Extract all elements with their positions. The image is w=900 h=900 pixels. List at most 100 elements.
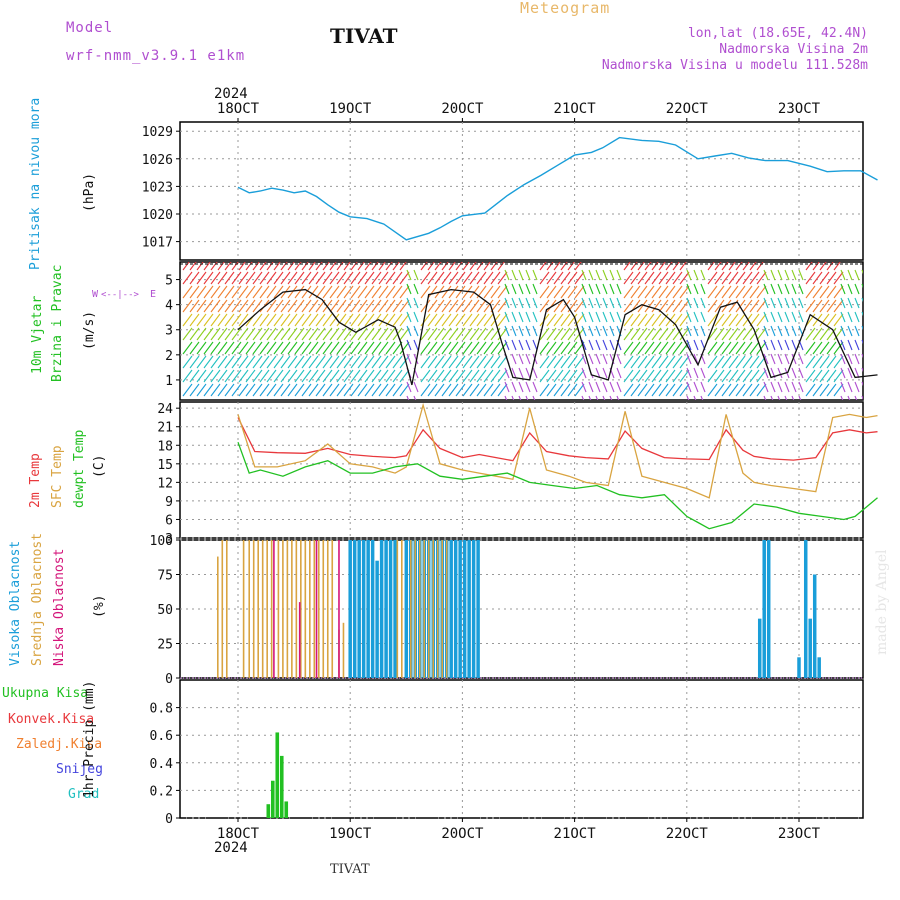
wind-barb	[602, 297, 608, 309]
meteogram-title: Meteogram	[520, 0, 611, 17]
wind-barb	[630, 355, 641, 369]
y-tick-label: 50	[157, 603, 173, 618]
wind-barb	[721, 271, 732, 285]
wind-barb	[749, 355, 760, 369]
wind-barb	[469, 341, 480, 355]
wind-barb	[420, 341, 431, 355]
wind-barb	[343, 383, 354, 397]
wind-barb	[812, 369, 823, 383]
wind-barb	[357, 285, 368, 299]
wind-speed-line	[237, 288, 878, 386]
wind-barb	[203, 383, 214, 397]
wind-barb	[434, 383, 445, 397]
model-elevation-text: Nadmorska Visina u modelu 111.528m	[601, 58, 868, 73]
wind-barb	[595, 381, 601, 393]
wind-barb	[777, 269, 783, 281]
wind-barb	[623, 299, 634, 313]
wind-barb	[819, 285, 830, 299]
wind-barb	[413, 283, 419, 295]
wind-barb	[287, 299, 298, 313]
wind-barb	[553, 383, 564, 397]
wind-barb	[210, 285, 221, 299]
wind-barb	[854, 381, 860, 393]
wind-barb	[238, 341, 249, 355]
wind-barb	[196, 355, 207, 369]
wind-barb	[252, 313, 263, 327]
wind-barb	[539, 383, 550, 397]
y-tick-label: 18	[157, 439, 173, 454]
wind-barb	[434, 262, 442, 271]
wind-barb	[756, 271, 767, 285]
wind-barb	[525, 325, 531, 337]
compass-w: W	[92, 289, 99, 300]
wind-barb	[378, 313, 389, 327]
wind-barb	[343, 341, 354, 355]
wind-barb	[434, 327, 445, 341]
y-tick-label: 0	[165, 672, 173, 687]
wind-barb	[511, 283, 517, 295]
wind-barb	[294, 313, 305, 327]
wind-barb	[679, 285, 690, 299]
wind-barb	[266, 327, 277, 341]
wind-barb	[434, 313, 445, 327]
wind-barb	[700, 395, 704, 400]
wind-barb	[539, 271, 550, 285]
wind-barb	[693, 395, 697, 400]
wind-barb	[189, 313, 200, 327]
wind-barb	[301, 369, 312, 383]
wind-barb	[203, 355, 214, 369]
wind-barb	[406, 381, 412, 393]
wind-barb	[658, 383, 669, 397]
wind-barb	[490, 285, 501, 299]
wind-barb	[560, 341, 571, 355]
wind-barb	[714, 341, 725, 355]
wind-barb	[735, 355, 746, 369]
wind-barb	[525, 353, 531, 365]
wind-barb	[245, 341, 256, 355]
wind-barb	[539, 369, 550, 383]
wind-barb	[861, 381, 863, 386]
wind-barb	[518, 381, 524, 393]
wind-barb	[763, 269, 769, 281]
wind-barb	[231, 355, 242, 369]
wind-barb	[791, 283, 797, 295]
wind-barb	[217, 383, 228, 397]
high-cloud-bar	[797, 657, 801, 678]
y-tick-label: 24	[157, 402, 173, 417]
wind-barb	[343, 299, 354, 313]
wind-barb	[448, 369, 459, 383]
wind-barb	[294, 327, 305, 341]
wind-barb	[630, 369, 641, 383]
wind-barb	[301, 285, 312, 299]
wind-barb	[392, 285, 403, 299]
wind-barb	[490, 271, 501, 285]
wind-barb	[854, 325, 860, 337]
wind-barb	[448, 299, 459, 313]
wind-barb	[203, 369, 214, 383]
wind-barb	[462, 313, 473, 327]
wind-barb	[756, 285, 767, 299]
wind-barb	[707, 369, 718, 383]
wind-barb	[406, 311, 412, 323]
wind-barb	[259, 383, 270, 397]
wind-barb	[483, 262, 491, 271]
wind-barb	[749, 262, 757, 271]
wind-barb	[854, 339, 860, 351]
wind-barb	[840, 339, 846, 351]
wind-barb	[644, 313, 655, 327]
wind-barb	[770, 269, 776, 281]
wind-barb	[518, 269, 524, 281]
wind-barb	[700, 283, 706, 295]
wind-barb	[623, 271, 634, 285]
wind-barb	[420, 369, 431, 383]
wind-barb	[238, 271, 249, 285]
wind-barb	[308, 285, 319, 299]
wind-barb	[602, 353, 608, 365]
wind-barb	[763, 381, 769, 393]
wind-barb	[644, 327, 655, 341]
mid-cloud-bar	[282, 540, 284, 678]
wind-barb	[378, 299, 389, 313]
wind-barb	[735, 383, 746, 397]
wind-barb	[686, 381, 692, 393]
wind-barb	[574, 262, 582, 271]
